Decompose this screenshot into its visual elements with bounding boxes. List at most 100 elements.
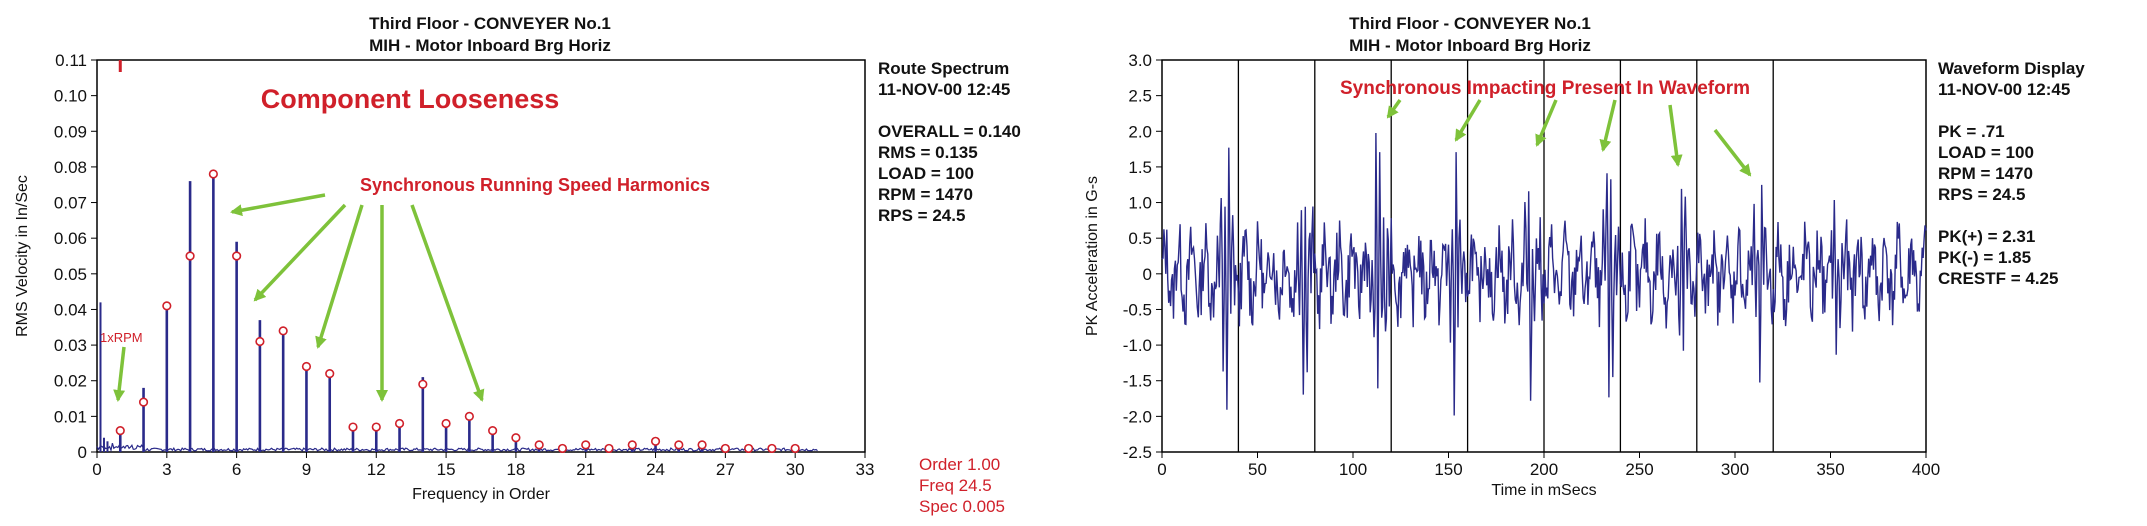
- impacting-arrows: [1386, 98, 1752, 177]
- left-info-line: 11-NOV-00 12:45: [878, 80, 1010, 99]
- left-info-line: LOAD = 100: [878, 164, 974, 183]
- peak-marker: [627, 440, 637, 450]
- component-looseness-label: Component Looseness: [261, 84, 560, 114]
- left-y-tick-label: 0.05: [54, 265, 87, 284]
- right-info-line: PK(-) = 1.85: [1938, 248, 2031, 267]
- left-x-tick-label: 12: [367, 460, 386, 479]
- arrow-harmonic-6: [253, 203, 347, 302]
- left-title-line-2: MIH - Motor Inboard Brg Horiz: [369, 36, 611, 55]
- peak-marker: [441, 418, 451, 429]
- peak-marker: [697, 440, 707, 450]
- arrow-harmonic-9: [315, 204, 364, 349]
- arrow-impact-2: [1454, 99, 1482, 142]
- left-y-tick-label: 0.03: [54, 336, 87, 355]
- left-y-tick-label: 0.10: [54, 87, 87, 106]
- right-y-tick-label: 0: [1143, 265, 1152, 284]
- right-x-tick-label: 100: [1339, 460, 1367, 479]
- peak-marker: [534, 440, 544, 450]
- right-info-panel: Waveform Display 11-NOV-00 12:45 PK = .71 L…: [1938, 59, 2085, 288]
- arrow-impact-1: [1386, 98, 1402, 119]
- peak-marker: [208, 169, 218, 179]
- right-x-tick-label: 300: [1721, 460, 1749, 479]
- left-x-tick-label: 9: [302, 460, 311, 479]
- peak-marker: [464, 411, 474, 421]
- left-info-line: RPS = 24.5: [878, 206, 965, 225]
- right-x-tick-label: 50: [1248, 460, 1267, 479]
- right-y-tick-label: 3.0: [1128, 51, 1152, 70]
- arrow-impact-6: [1713, 128, 1752, 177]
- peak-marker: [348, 422, 358, 432]
- right-y-tick-label: 2.0: [1128, 122, 1152, 141]
- right-y-tick-label: -0.5: [1123, 300, 1152, 319]
- left-x-tick-label: 21: [576, 460, 595, 479]
- cursor-readout-line: Freq 24.5: [919, 476, 992, 495]
- left-x-axis: 0 3 6 9 12 15 18 21 24 27 30 33: [92, 60, 874, 479]
- cursor-readout-line: Order 1.00: [919, 455, 1000, 474]
- left-x-tick-label: 0: [92, 460, 101, 479]
- harmonics-arrows: [113, 193, 485, 402]
- right-y-tick-label: 1.0: [1128, 194, 1152, 213]
- left-y-tick-label: 0.08: [54, 158, 87, 177]
- harmonics-annotation: Synchronous Running Speed Harmonics: [360, 175, 710, 195]
- right-y-tick-label: -1.0: [1123, 336, 1152, 355]
- right-y-axis: -2.5 -2.0 -1.5 -1.0 -0.5 0 0.5 1.0 1.5 2.0 2.5 3.0: [1123, 51, 1162, 462]
- left-x-tick-label: 33: [856, 460, 875, 479]
- right-info-line: LOAD = 100: [1938, 143, 2034, 162]
- peak-marker: [744, 443, 754, 454]
- peak-marker: [185, 251, 195, 261]
- right-panel: Third Floor - CONVEYER No.1 MIH - Motor …: [1084, 14, 2085, 499]
- left-x-tick-label: 27: [716, 460, 735, 479]
- peak-marker: [650, 436, 661, 446]
- arrow-1xrpm: [113, 346, 126, 402]
- left-info-line: RMS = 0.135: [878, 143, 978, 162]
- right-info-line: RPM = 1470: [1938, 164, 2033, 183]
- peak-marker: [767, 443, 777, 454]
- left-y-tick-label: 0.11: [55, 51, 87, 70]
- left-x-tick-label: 15: [437, 460, 456, 479]
- left-x-tick-label: 18: [506, 460, 525, 479]
- left-x-tick-label: 3: [162, 460, 171, 479]
- left-title-line-1: Third Floor - CONVEYER No.1: [369, 14, 611, 33]
- peak-marker: [278, 326, 288, 336]
- right-waveform-trace: [1161, 132, 1927, 416]
- peak-marker: [138, 397, 149, 407]
- left-y-tick-label: 0.01: [54, 407, 87, 426]
- arrow-impact-4: [1599, 99, 1617, 152]
- right-y-tick-label: -1.5: [1123, 372, 1152, 391]
- right-info-line: CRESTF = 4.25: [1938, 269, 2058, 288]
- peak-marker: [255, 336, 265, 347]
- arrow-harmonic-16: [410, 204, 485, 402]
- arrow-impact-5: [1668, 104, 1683, 167]
- right-y-tick-label: 1.5: [1128, 158, 1152, 177]
- peak-marker: [604, 443, 614, 454]
- left-info-panel: Route Spectrum 11-NOV-00 12:45 OVERALL = 0…: [878, 59, 1021, 225]
- left-panel: Third Floor - CONVEYER No.1 MIH - Motor …: [14, 14, 1021, 516]
- right-info-line: PK = .71: [1938, 122, 2005, 141]
- left-y-axis: 0 0.01 0.02 0.03 0.04 0.05 0.06 0.07 0.08 0.09 0.1…: [54, 51, 97, 462]
- peak-marker: [720, 443, 730, 454]
- arrow-impact-3: [1535, 99, 1558, 147]
- peak-marker: [115, 426, 125, 436]
- impacting-annotation: Synchronous Impacting Present In Wavefor…: [1340, 78, 1750, 99]
- left-x-axis-label: Frequency in Order: [412, 486, 551, 503]
- rpm-marker-label: 1xRPM: [100, 330, 143, 345]
- right-info-line: Waveform Display: [1938, 59, 2085, 78]
- peak-marker: [162, 301, 172, 311]
- peak-marker: [488, 426, 498, 436]
- left-info-line: Route Spectrum: [878, 59, 1009, 78]
- peak-marker: [418, 379, 428, 389]
- right-y-tick-label: 0.5: [1128, 229, 1152, 248]
- peak-marker: [232, 251, 242, 261]
- right-x-tick-label: 250: [1625, 460, 1653, 479]
- right-y-tick-label: -2.0: [1123, 407, 1152, 426]
- right-x-tick-label: 400: [1912, 460, 1940, 479]
- left-y-tick-label: 0.06: [54, 229, 87, 248]
- right-x-tick-label: 0: [1157, 460, 1166, 479]
- left-info-line: RPM = 1470: [878, 185, 973, 204]
- right-x-tick-label: 150: [1434, 460, 1462, 479]
- left-x-tick-label: 24: [646, 460, 665, 479]
- right-x-tick-label: 350: [1816, 460, 1844, 479]
- right-x-axis-label: Time in mSecs: [1491, 482, 1596, 499]
- peak-marker: [371, 422, 381, 432]
